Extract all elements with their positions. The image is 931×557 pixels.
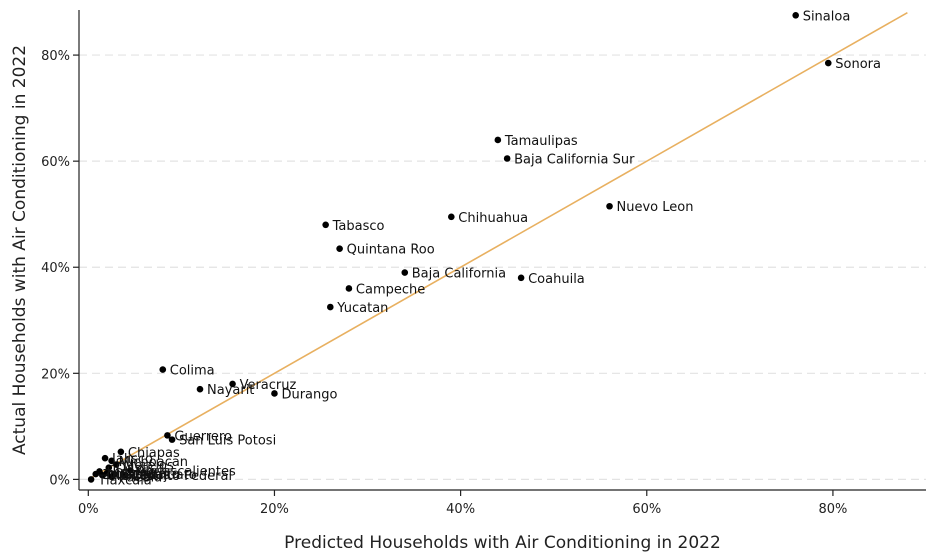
point-label: Hidalgo [106, 465, 155, 480]
point-label: Puebla [119, 471, 163, 486]
data-point [105, 464, 113, 472]
x-tick-label: 20% [260, 502, 289, 517]
point-label: Yucatan [336, 301, 388, 316]
point-label: Aguascalientes [137, 464, 236, 479]
point-label: Tlaxcala [97, 473, 152, 488]
data-point [108, 473, 115, 481]
x-tick-label: 80% [818, 502, 847, 517]
point-label: Mexico [109, 469, 154, 484]
point-label: Queretaro [114, 467, 180, 482]
x-tick-label: 40% [446, 502, 475, 517]
data-point [792, 12, 799, 19]
data-point [168, 436, 176, 443]
x-axis-title: Predicted Households with Air Conditioni… [284, 533, 721, 553]
data-point [322, 221, 329, 229]
data-point [229, 380, 236, 388]
data-point [117, 448, 125, 456]
data-point [336, 245, 343, 252]
y-tick-label: 80% [41, 49, 70, 64]
data-point [196, 385, 204, 393]
data-point [271, 390, 278, 397]
y-tick-label: 20% [41, 367, 70, 382]
point-label: Zacatecas [103, 468, 170, 483]
point-label: San Luis Potosi [179, 434, 276, 449]
point-label: Nayarit [207, 383, 254, 398]
point-label: Guanajuato [121, 468, 196, 483]
point-label: Guerrero [174, 429, 232, 444]
point-label: Veracruz [240, 378, 297, 393]
point-label: Distrito Federal [133, 469, 233, 484]
data-point [159, 366, 167, 373]
data-point [606, 202, 613, 210]
y-tick-label: 40% [41, 261, 70, 276]
tick-marks: 0% 20% 40% 60% 80% 0% 20% 40% 60% 80% [41, 49, 847, 517]
data-point [98, 471, 106, 479]
point-label: Quintana Roo [347, 243, 435, 258]
point-label: Durango [281, 387, 337, 402]
fit-line-group [87, 11, 908, 481]
data-point [401, 269, 409, 276]
point-label: Tamaulipas [504, 134, 578, 149]
data-point [494, 136, 502, 144]
point-label: Chihuahua [458, 211, 528, 226]
gridlines [79, 54, 926, 480]
point-label: Sonora [835, 57, 881, 72]
point-label: Jalisco [111, 452, 153, 467]
point-label: Sinaloa [803, 9, 851, 24]
point-label: Campeche [356, 282, 425, 297]
point-label: Nuevo Leon [617, 200, 694, 215]
data-point [108, 457, 115, 465]
point-label: Chiapas [128, 446, 180, 461]
y-tick-label: 0% [49, 473, 70, 488]
point-label: Oaxaca [116, 462, 165, 477]
data-point [164, 432, 171, 439]
data-points [87, 12, 832, 483]
data-point [824, 59, 832, 67]
data-point [327, 303, 334, 311]
point-label: Baja California [412, 267, 506, 282]
point-labels: Sinaloa Sonora Tamaulipas Baja California S… [97, 9, 881, 488]
x-tick-label: 0% [78, 502, 99, 517]
point-label: Tabasco [332, 219, 385, 234]
data-point [112, 461, 120, 468]
data-point [345, 285, 353, 292]
data-point [517, 274, 525, 282]
data-point [503, 155, 511, 162]
point-label: Michoacan [119, 455, 189, 470]
y-axis-title: Actual Households with Air Conditioning … [10, 45, 30, 455]
point-label: Colima [170, 364, 215, 379]
data-point [448, 213, 455, 221]
point-label: Baja California Sur [514, 153, 635, 168]
fit-line [87, 11, 908, 481]
data-point [92, 470, 100, 478]
axes [78, 10, 926, 491]
point-label: Coahuila [528, 272, 585, 287]
y-tick-label: 60% [41, 155, 70, 170]
data-point [126, 467, 134, 474]
data-point [101, 454, 109, 462]
x-tick-label: 60% [632, 502, 661, 517]
data-point [87, 476, 95, 483]
data-point [122, 471, 129, 479]
point-label: Morelos [123, 459, 174, 474]
